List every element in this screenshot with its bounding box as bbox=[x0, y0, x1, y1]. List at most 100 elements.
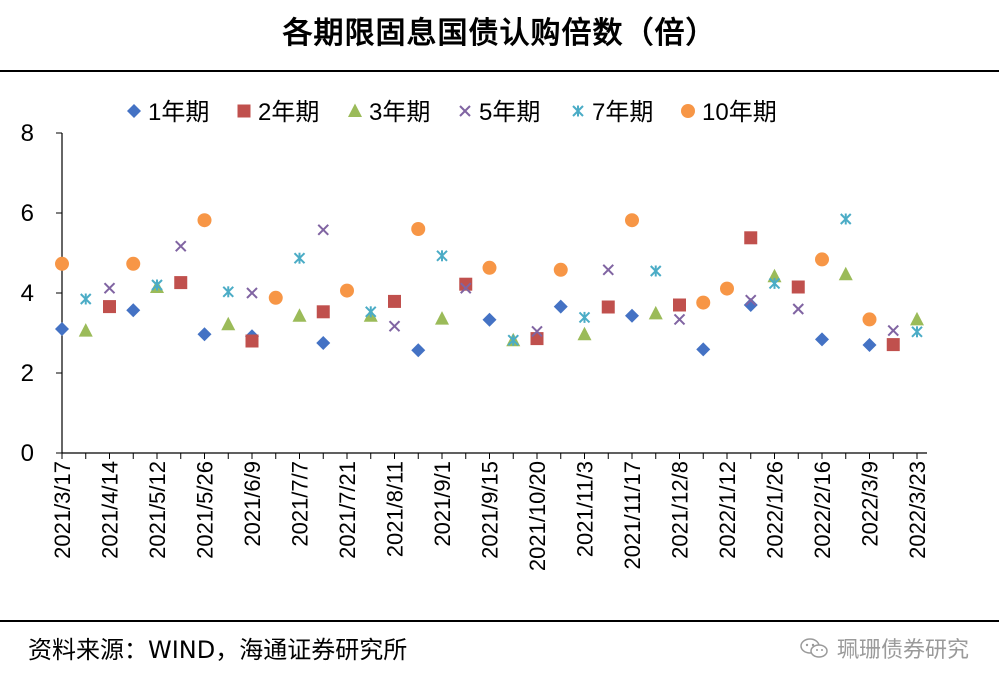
x-tick-label: 2021/8/11 bbox=[383, 461, 408, 557]
legend-item: 3年期 bbox=[348, 99, 430, 126]
series-circle bbox=[55, 213, 877, 327]
x-tick-label: 2021/7/21 bbox=[335, 461, 360, 559]
data-point bbox=[459, 277, 473, 291]
data-point bbox=[292, 308, 307, 322]
data-point bbox=[601, 300, 615, 314]
data-point bbox=[531, 325, 543, 338]
data-point bbox=[577, 326, 592, 341]
x-stroke bbox=[459, 105, 471, 117]
data-point bbox=[838, 266, 853, 281]
x-tick-label: 2021/7/7 bbox=[288, 461, 313, 547]
data-point bbox=[340, 283, 354, 298]
data-point bbox=[411, 222, 426, 236]
data-point bbox=[411, 343, 426, 358]
legend-label: 1年期 bbox=[148, 99, 209, 126]
x-stroke bbox=[887, 324, 899, 337]
legend-marker bbox=[348, 103, 362, 117]
data-point bbox=[460, 282, 472, 294]
data-point bbox=[862, 338, 877, 352]
data-point bbox=[553, 262, 568, 277]
data-point bbox=[673, 298, 686, 312]
x-stroke bbox=[246, 287, 258, 299]
series-x bbox=[103, 224, 899, 338]
chart-title: 各期限固息国债认购倍数（倍） bbox=[282, 16, 717, 51]
data-point bbox=[103, 300, 116, 314]
x-tick-label: 2022/1/26 bbox=[763, 461, 788, 559]
data-point bbox=[197, 213, 212, 228]
data-point bbox=[436, 250, 448, 262]
data-point bbox=[602, 264, 614, 276]
data-point bbox=[482, 260, 497, 275]
wechat-icon bbox=[800, 638, 828, 658]
legend-label: 2年期 bbox=[258, 99, 319, 126]
data-point bbox=[815, 252, 829, 267]
watermark: 珮珊债券研究 bbox=[799, 632, 969, 664]
data-point bbox=[673, 313, 686, 326]
x-stroke bbox=[103, 282, 116, 294]
data-point bbox=[316, 305, 330, 319]
data-point bbox=[910, 311, 924, 326]
data-point bbox=[743, 298, 758, 312]
x-stroke bbox=[175, 240, 187, 252]
chart-svg: 1年期 2年期 3年期 5年期 7年期 10年期 0 2 4 6 8 2021/3/17 2021/4… bbox=[21, 99, 930, 571]
x-stroke bbox=[460, 282, 472, 294]
legend-item: 10年期 bbox=[681, 99, 777, 126]
legend: 1年期 2年期 3年期 5年期 7年期 10年期 bbox=[127, 99, 777, 126]
x-stroke bbox=[792, 303, 804, 315]
x-tick-label: 2022/3/23 bbox=[905, 461, 930, 559]
data-point bbox=[197, 327, 212, 342]
x-tick-label: 2021/9/1 bbox=[430, 461, 455, 547]
y-tick-label: 6 bbox=[21, 200, 34, 227]
series-diamond bbox=[55, 298, 877, 358]
axes: 0 2 4 6 8 2021/3/17 2021/4/14 2021/5/12 2021/5/2… bbox=[21, 120, 930, 571]
series-star bbox=[80, 213, 923, 346]
x-stroke bbox=[388, 320, 401, 332]
data-point bbox=[696, 342, 711, 357]
data-point bbox=[245, 334, 259, 348]
watermark-text: 珮珊债券研究 bbox=[836, 638, 969, 663]
x-tick-label: 2021/12/8 bbox=[668, 461, 693, 559]
legend-label: 7年期 bbox=[592, 99, 653, 126]
data-point bbox=[768, 277, 781, 290]
y-tick-label: 4 bbox=[21, 280, 34, 307]
data-point bbox=[862, 312, 877, 327]
legend-label: 3年期 bbox=[369, 99, 430, 126]
data-point bbox=[507, 334, 519, 346]
source-note: 资料来源：WIND，海通证券研究所 bbox=[28, 636, 408, 664]
legend-marker bbox=[237, 104, 251, 118]
data-point bbox=[221, 316, 236, 331]
data-point bbox=[482, 312, 497, 327]
data-point bbox=[222, 286, 234, 298]
x-stroke bbox=[673, 313, 686, 326]
x-tick-label: 2021/4/14 bbox=[98, 461, 123, 559]
data-point bbox=[174, 276, 188, 290]
x-tick-label: 2021/10/20 bbox=[525, 461, 550, 571]
data-point bbox=[744, 231, 758, 245]
data-point bbox=[625, 213, 639, 228]
x-tick-label: 2021/11/3 bbox=[573, 461, 598, 557]
x-stroke bbox=[317, 224, 329, 236]
data-point bbox=[791, 280, 805, 294]
legend-item: 5年期 bbox=[459, 99, 540, 126]
legend-marker bbox=[127, 104, 141, 118]
data-point bbox=[625, 308, 639, 323]
data-point bbox=[578, 311, 591, 324]
data-point bbox=[126, 303, 141, 318]
data-point bbox=[388, 294, 401, 308]
y-tick-label: 2 bbox=[21, 360, 34, 387]
data-point bbox=[435, 311, 449, 325]
x-tick-label: 2021/3/17 bbox=[50, 461, 75, 559]
top-rule bbox=[0, 70, 999, 72]
data-point bbox=[317, 224, 329, 236]
data-point bbox=[126, 256, 141, 271]
data-point bbox=[55, 322, 69, 336]
x-tick-label: 2022/1/12 bbox=[715, 461, 740, 559]
data-point bbox=[887, 324, 899, 337]
data-point bbox=[316, 336, 331, 350]
data-point bbox=[80, 293, 92, 305]
data-point bbox=[268, 290, 283, 305]
data-point bbox=[792, 303, 804, 315]
data-point bbox=[696, 295, 711, 310]
data-point bbox=[886, 338, 900, 352]
legend-marker bbox=[572, 105, 584, 117]
